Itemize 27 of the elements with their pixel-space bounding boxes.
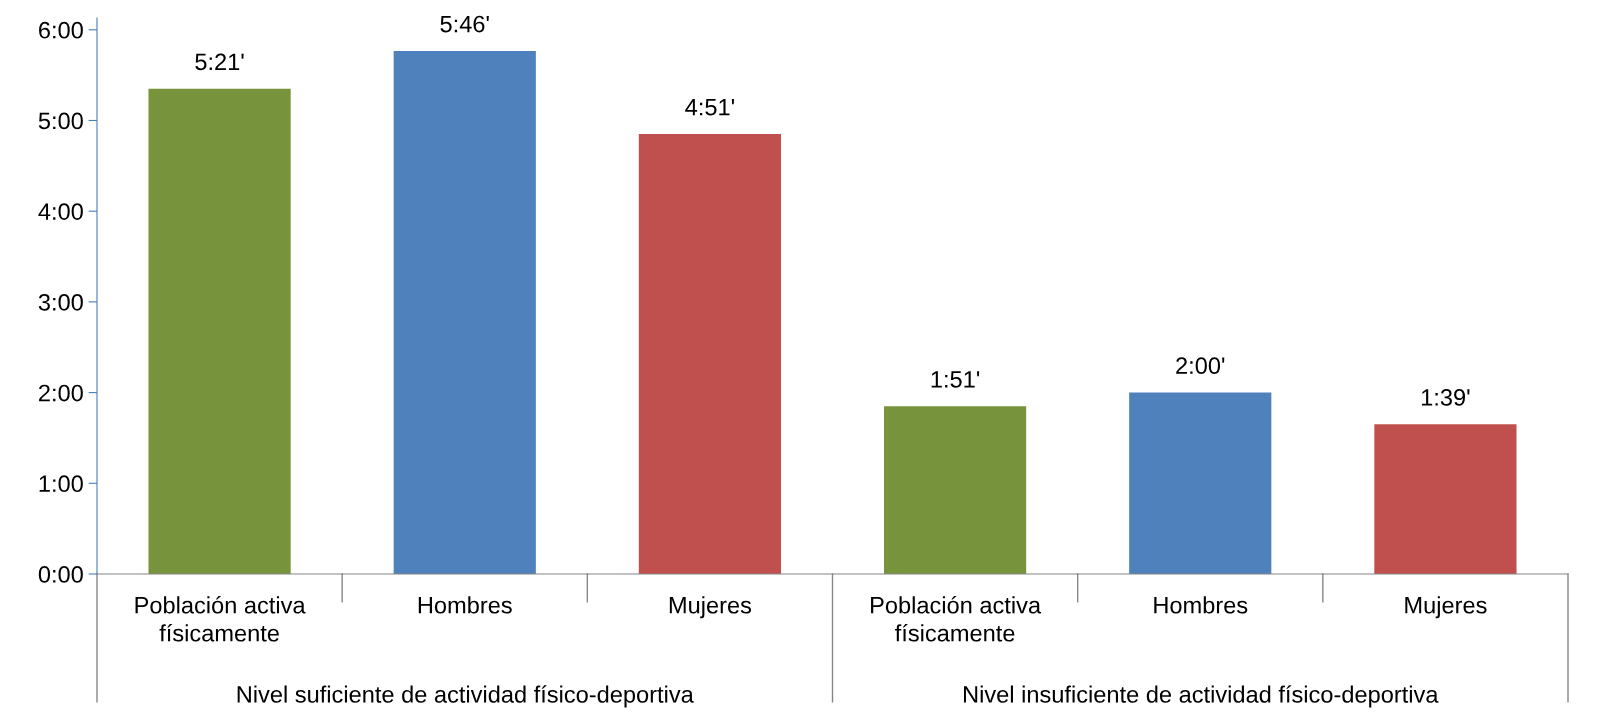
data-label: 4:51' xyxy=(685,99,734,116)
data-label: 1:39' xyxy=(1421,389,1470,406)
bar xyxy=(883,406,1027,574)
data-label: 5:46' xyxy=(440,15,489,33)
y-tick-label: 3:00 xyxy=(38,293,83,311)
y-tick-label: 6:00 xyxy=(39,21,83,39)
x-tick-label: Población activa físicamente xyxy=(871,595,1042,642)
data-label: 5:21' xyxy=(195,53,244,71)
y-tick-label: 5:00 xyxy=(38,112,83,130)
y-tick-label: 0:00 xyxy=(38,566,83,583)
y-tick-label: 2:00 xyxy=(39,384,83,402)
x-tick-label: Hombres xyxy=(1154,596,1248,614)
bar xyxy=(1374,424,1517,574)
data-label: 2:00' xyxy=(1176,357,1225,375)
bar xyxy=(393,50,536,574)
x-tick-label: Población activa físicamente xyxy=(135,595,306,642)
bar xyxy=(148,88,291,574)
bar xyxy=(1129,392,1272,574)
text: Nivel suficiente de actividad físico-deportiva xyxy=(237,685,694,708)
y-tick-label: 1:00 xyxy=(39,475,83,493)
data-label: 1:51' xyxy=(931,371,980,388)
y-tick-label: 4:00 xyxy=(38,203,83,220)
x-tick-label: Mujeres xyxy=(1405,596,1487,619)
x-tick-label: Hombres xyxy=(418,596,512,614)
text: Nivel insuficiente de actividad físico-deportiva xyxy=(964,685,1439,708)
bar xyxy=(638,134,782,574)
x-tick-label: Mujeres xyxy=(669,596,752,619)
